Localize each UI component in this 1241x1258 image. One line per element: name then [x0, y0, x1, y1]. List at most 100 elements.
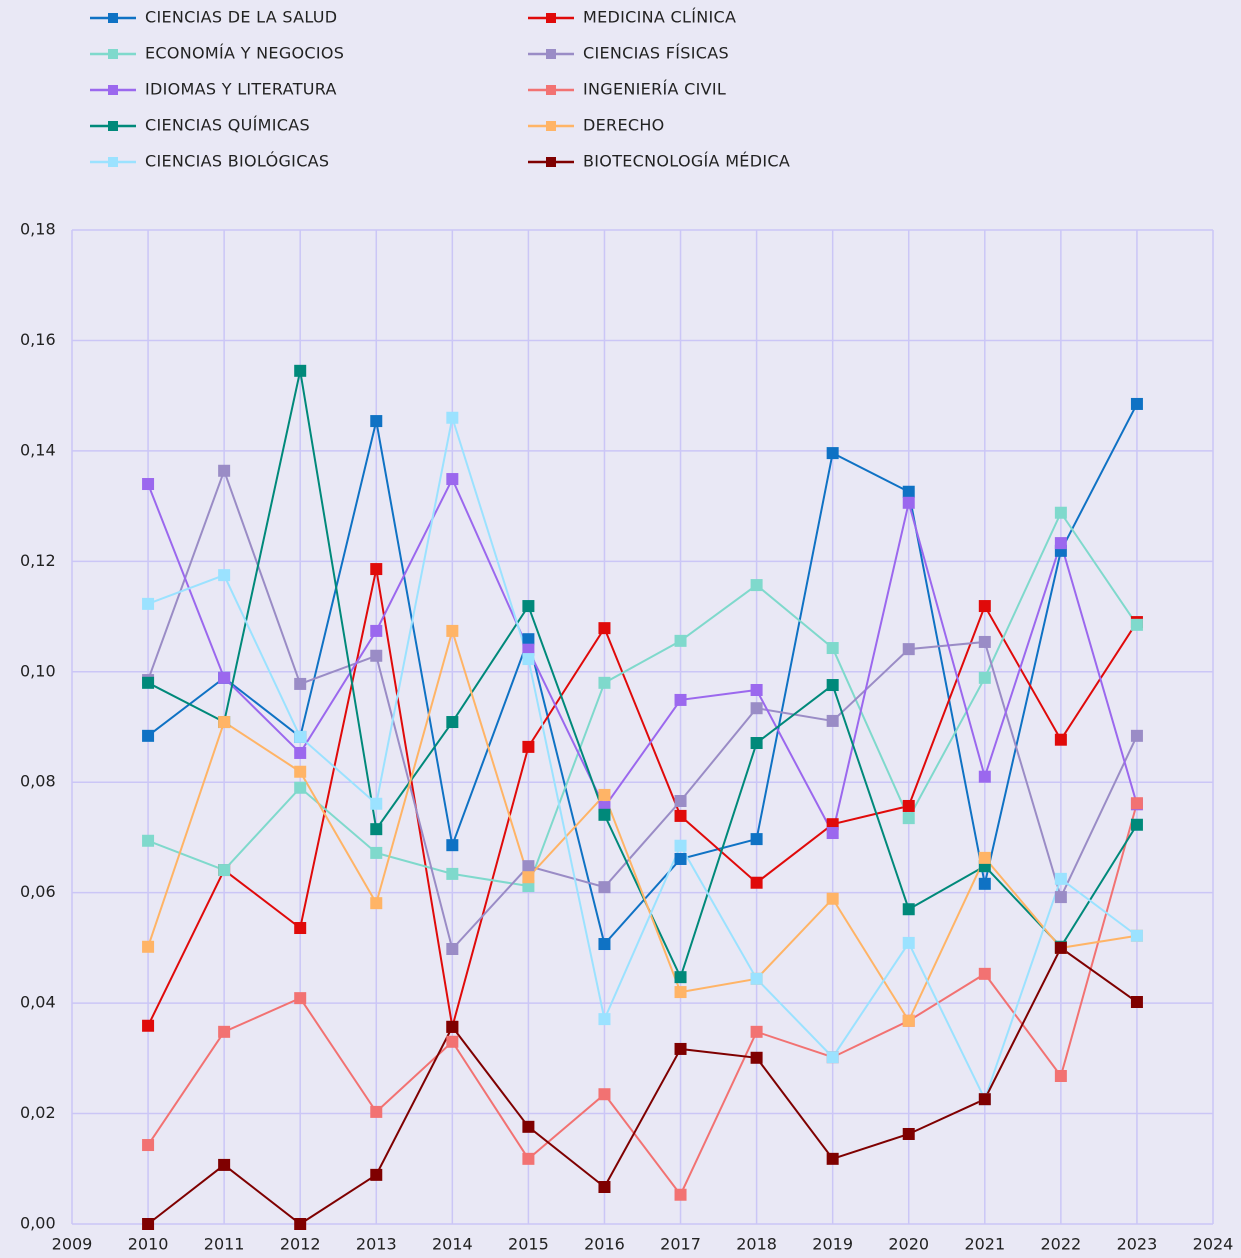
marker [902, 496, 915, 509]
marker [750, 579, 763, 592]
marker [750, 972, 763, 985]
series-line [147, 946, 1138, 1226]
marker [674, 1188, 687, 1201]
marker [522, 871, 535, 884]
marker [598, 622, 611, 635]
marker [826, 642, 839, 655]
marker [294, 765, 307, 778]
marker [142, 676, 155, 689]
legend-label: CIENCIAS FÍSICAS [583, 44, 729, 63]
marker [1054, 506, 1067, 519]
marker [522, 633, 535, 646]
marker [446, 624, 459, 637]
marker [598, 808, 611, 821]
marker [598, 1181, 611, 1194]
marker [598, 1013, 611, 1026]
marker [978, 967, 991, 980]
marker [142, 729, 155, 742]
marker [446, 839, 459, 852]
marker [446, 1035, 459, 1048]
y-tick-label: 0,04 [20, 993, 56, 1012]
y-tick-label: 0,18 [20, 220, 56, 239]
marker [446, 867, 459, 880]
marker [674, 794, 687, 807]
series-line [147, 467, 1138, 952]
legend-marker [546, 85, 556, 95]
y-tick-label: 0,00 [20, 1214, 56, 1233]
marker [674, 986, 687, 999]
marker [522, 1120, 535, 1133]
marker [522, 740, 535, 753]
marker [750, 833, 763, 846]
marker [674, 809, 687, 822]
x-tick-label: 2018 [736, 1235, 777, 1254]
marker [294, 781, 307, 794]
marker [218, 671, 231, 684]
marker [218, 864, 231, 877]
marker [826, 1152, 839, 1165]
marker [218, 464, 231, 477]
y-tick-label: 0,02 [20, 1103, 56, 1122]
x-tick-label: 2009 [52, 1235, 93, 1254]
marker [902, 936, 915, 949]
marker [826, 892, 839, 905]
marker [522, 653, 535, 666]
marker [142, 1139, 155, 1152]
legend-marker [108, 121, 118, 131]
marker [142, 1218, 155, 1230]
x-tick-label: 2023 [1117, 1235, 1158, 1254]
marker [674, 1042, 687, 1055]
x-tick-label: 2014 [432, 1235, 473, 1254]
marker [142, 834, 155, 847]
x-tick-label: 2022 [1041, 1235, 1082, 1254]
marker [826, 827, 839, 840]
marker [1130, 818, 1143, 831]
marker [370, 624, 383, 637]
marker [1054, 537, 1067, 550]
marker [826, 1051, 839, 1064]
x-tick-label: 2017 [660, 1235, 701, 1254]
marker [978, 600, 991, 613]
x-tick-label: 2020 [888, 1235, 929, 1254]
legend-marker [546, 157, 556, 167]
marker [674, 634, 687, 647]
marker [370, 823, 383, 836]
marker [902, 643, 915, 656]
marker [598, 1088, 611, 1101]
series-line [147, 417, 1138, 1102]
y-tick-label: 0,08 [20, 772, 56, 791]
x-tick-label: 2021 [964, 1235, 1005, 1254]
marker [598, 881, 611, 894]
marker [446, 1020, 459, 1033]
marker [370, 1105, 383, 1118]
marker [218, 569, 231, 582]
marker [370, 649, 383, 662]
y-tick-label: 0,06 [20, 882, 56, 901]
marker [750, 1025, 763, 1038]
marker [750, 876, 763, 889]
marker [294, 746, 307, 759]
marker [902, 812, 915, 825]
x-tick-label: 2012 [280, 1235, 321, 1254]
series-line [147, 627, 1138, 1023]
marker [1054, 891, 1067, 904]
series-line [147, 510, 1138, 888]
marker [674, 852, 687, 865]
marker [978, 851, 991, 864]
x-tick-label: 2024 [1193, 1235, 1234, 1254]
marker [1130, 929, 1143, 942]
marker [1054, 872, 1067, 885]
legend-label: CIENCIAS BIOLÓGICAS [145, 152, 329, 171]
legend-marker [108, 85, 118, 95]
marker [674, 971, 687, 984]
legend-label: DERECHO [583, 116, 665, 135]
marker [294, 1218, 307, 1230]
marker [1054, 941, 1067, 954]
marker [370, 897, 383, 910]
x-tick-label: 2016 [584, 1235, 625, 1254]
legend-marker [546, 13, 556, 23]
marker [294, 730, 307, 743]
marker [750, 737, 763, 750]
marker [978, 671, 991, 684]
